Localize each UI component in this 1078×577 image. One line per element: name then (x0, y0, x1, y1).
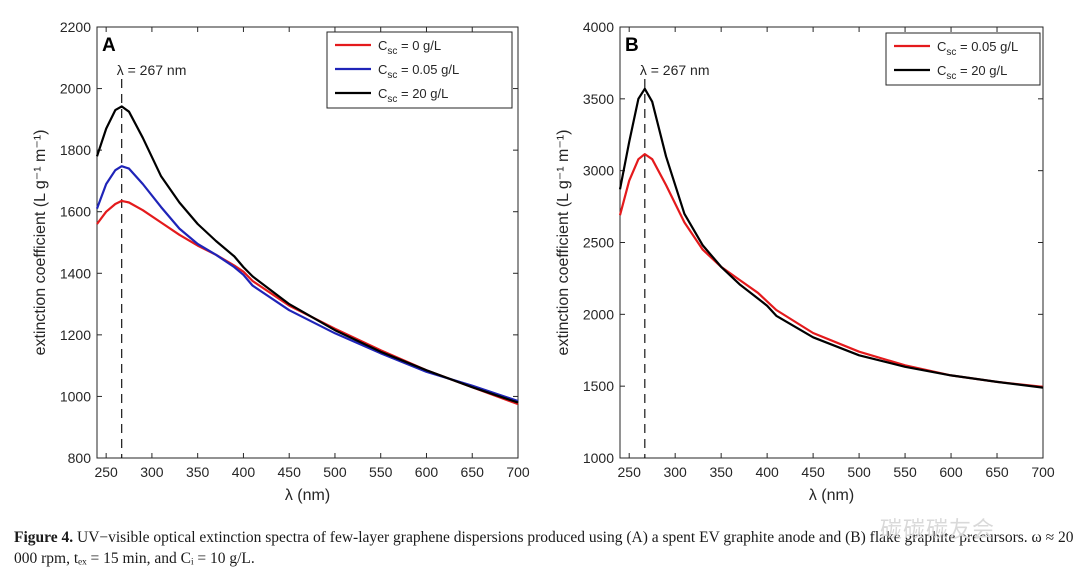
x-tick-label: 650 (985, 464, 1009, 480)
x-tick-label: 700 (1031, 464, 1055, 480)
chart-panel-a: 250 300 350 400 450 500 550 600 650 700 800 1000 120… (32, 19, 530, 504)
x-tick-label: 300 (140, 464, 164, 480)
x-tick-label: 600 (939, 464, 963, 480)
y-tick-label: 1800 (60, 142, 91, 158)
x-tick-label: 500 (323, 464, 347, 480)
legend-entry: Csc = 20 g/L (937, 63, 1007, 82)
plot-area-frame (619, 26, 1044, 459)
legend: Csc = 0.05 g/L Csc = 20 g/L (885, 32, 1041, 86)
y-axis-label: extinction coefficient (L g⁻¹ m⁻¹) (555, 130, 572, 356)
y-tick-label: 2500 (583, 235, 614, 251)
series-line (618, 87, 1044, 389)
x-tick-label: 500 (847, 464, 871, 480)
panel-label: A (102, 35, 116, 56)
legend-entry: Csc = 20 g/L (378, 86, 448, 105)
watermark: 碳碳碳友会 (880, 518, 996, 543)
panel-label: B (625, 35, 639, 56)
y-tick-label: 4000 (583, 19, 614, 35)
x-tick-label: 650 (461, 464, 485, 480)
series-line (96, 199, 519, 406)
plot-area-frame (96, 26, 519, 459)
chart-panel-b: 250 300 350 400 450 500 550 600 650 700 1000 1500 20… (555, 19, 1055, 504)
series-line (95, 105, 519, 404)
series-line (95, 165, 519, 403)
y-tick-label: 800 (68, 450, 92, 466)
caption-text: UV−visible optical extinction spectra of… (14, 529, 1074, 567)
x-tick-label: 350 (186, 464, 210, 480)
x-tick-label: 250 (94, 464, 118, 480)
series-line (618, 153, 1044, 388)
legend-entry: Csc = 0 g/L (378, 38, 441, 57)
legend-frame (885, 32, 1041, 86)
y-tick-label: 3500 (583, 91, 614, 107)
figure-caption: Figure 4. UV−visible optical extinction … (14, 527, 1074, 569)
legend: Csc = 0 g/L Csc = 0.05 g/L Csc = 20 g/L (326, 31, 513, 109)
peak-annotation: λ = 267 nm (117, 62, 187, 78)
y-tick-label: 2000 (583, 306, 614, 322)
y-tick-label: 1000 (583, 450, 614, 466)
x-axis-label: λ (nm) (809, 487, 854, 504)
y-tick-label: 1400 (60, 265, 91, 281)
x-tick-label: 550 (893, 464, 917, 480)
y-axis-label: extinction coefficient (L g⁻¹ m⁻¹) (32, 130, 49, 356)
x-tick-label: 350 (709, 464, 733, 480)
x-tick-label: 550 (369, 464, 393, 480)
y-tick-label: 1000 (60, 388, 91, 404)
x-tick-label: 450 (278, 464, 302, 480)
x-tick-label: 700 (506, 464, 530, 480)
y-tick-label: 1600 (60, 204, 91, 220)
peak-annotation: λ = 267 nm (640, 62, 710, 78)
y-tick-label: 2000 (60, 81, 91, 97)
x-tick-label: 300 (663, 464, 687, 480)
x-tick-label: 450 (801, 464, 825, 480)
caption-label: Figure 4. (14, 529, 74, 546)
x-tick-label: 400 (755, 464, 779, 480)
figure: 250 300 350 400 450 500 550 600 650 700 800 1000 120… (32, 19, 1055, 504)
y-tick-label: 3000 (583, 163, 614, 179)
legend-entry: Csc = 0.05 g/L (378, 62, 459, 81)
x-axis-label: λ (nm) (285, 487, 330, 504)
x-tick-label: 250 (618, 464, 642, 480)
x-tick-label: 400 (232, 464, 256, 480)
x-tick-label: 600 (415, 464, 439, 480)
y-tick-label: 1500 (583, 378, 614, 394)
y-tick-label: 2200 (60, 19, 91, 35)
legend-entry: Csc = 0.05 g/L (937, 39, 1018, 58)
y-tick-label: 1200 (60, 327, 91, 343)
